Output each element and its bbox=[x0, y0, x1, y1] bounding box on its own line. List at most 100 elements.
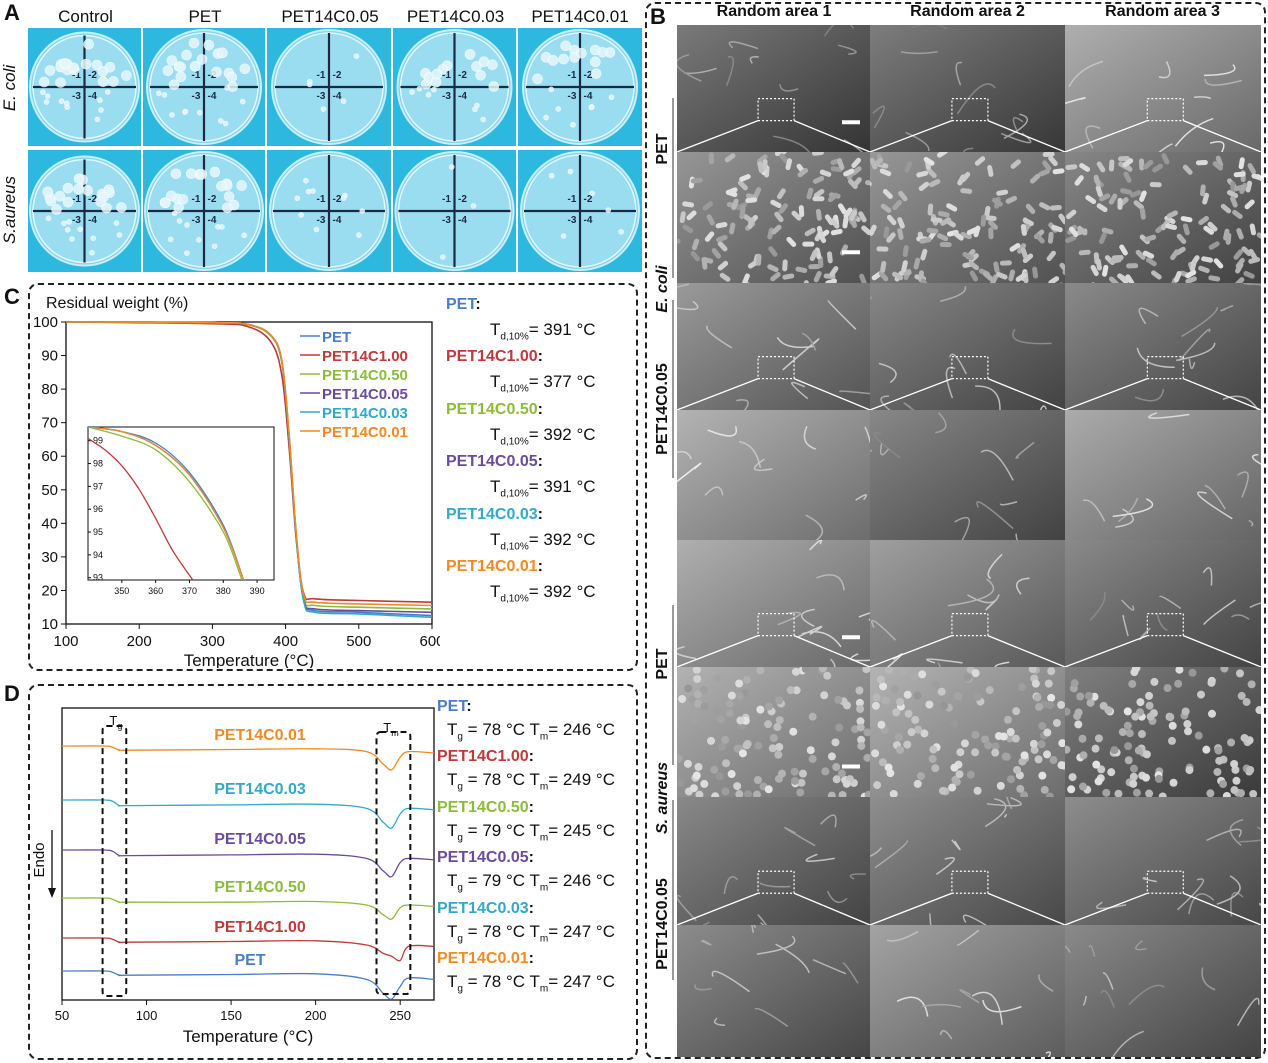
zoom-region-box bbox=[1146, 870, 1184, 894]
surface-texture bbox=[773, 135, 811, 152]
bacterium bbox=[1011, 734, 1020, 743]
bacterium bbox=[892, 708, 901, 717]
bacterium bbox=[1058, 739, 1065, 748]
sem-micrograph bbox=[677, 797, 870, 925]
sem-micrograph bbox=[1065, 925, 1261, 1057]
bacterium bbox=[1222, 791, 1231, 797]
surface-texture bbox=[711, 970, 750, 993]
colony bbox=[320, 106, 327, 112]
bacterium bbox=[1149, 182, 1162, 188]
sem-background bbox=[677, 667, 870, 797]
tga-result-entry: PET14C0.05: Td,10%= 391 °C bbox=[446, 453, 632, 499]
colony bbox=[216, 180, 227, 192]
bacterium bbox=[691, 238, 700, 251]
bacterium bbox=[897, 228, 904, 240]
bacterium bbox=[1005, 734, 1014, 743]
tga-result-entry: PET14C0.01: Td,10%= 392 °C bbox=[446, 558, 632, 604]
petri-dish-graphic: -1 -2 -3 -4 bbox=[396, 29, 513, 145]
bacterium bbox=[1215, 756, 1224, 765]
bacterium bbox=[1074, 708, 1083, 717]
bacterium bbox=[842, 216, 849, 229]
zoom-guide-line bbox=[987, 120, 1065, 152]
bacterium bbox=[819, 169, 832, 177]
bacterium bbox=[764, 785, 773, 794]
surface-texture bbox=[820, 814, 837, 828]
surface-texture bbox=[980, 449, 1014, 481]
surface-texture bbox=[1038, 974, 1054, 992]
bacterium bbox=[821, 767, 830, 776]
surface-texture bbox=[726, 55, 735, 86]
zoom-guide-line bbox=[987, 892, 1065, 925]
dsc-result-sample: PET14C0.03: bbox=[437, 899, 534, 917]
surface-texture bbox=[947, 578, 995, 607]
surface-texture bbox=[1176, 878, 1205, 911]
tga-results: PET: Td,10%= 391 °C PET14C1.00: Td,10%= 377… bbox=[446, 296, 632, 610]
bacterium bbox=[987, 165, 994, 177]
colony bbox=[161, 92, 168, 98]
bacterium bbox=[688, 695, 697, 704]
sem-micrograph bbox=[677, 925, 870, 1057]
surface-texture bbox=[753, 458, 773, 472]
bacterium bbox=[1139, 158, 1145, 171]
surface-texture bbox=[677, 451, 692, 460]
bacterium bbox=[919, 237, 932, 244]
bacterium bbox=[1129, 779, 1138, 788]
bacterium bbox=[689, 784, 698, 793]
bacterium bbox=[679, 211, 686, 224]
panel-b-group-divider bbox=[672, 605, 674, 765]
bacterium bbox=[782, 259, 788, 272]
surface-texture bbox=[739, 440, 762, 468]
surface-texture bbox=[1203, 599, 1236, 626]
colony bbox=[555, 106, 562, 112]
sem-background bbox=[1065, 152, 1261, 283]
surface-texture bbox=[677, 894, 697, 922]
petri-dish: -1 -2 -3 -4 bbox=[393, 150, 516, 272]
legend-label: PET bbox=[322, 329, 351, 346]
surface-texture bbox=[971, 991, 1003, 1025]
sem-micrograph bbox=[870, 925, 1065, 1057]
bacterium bbox=[1175, 667, 1184, 674]
bacterium bbox=[1152, 163, 1164, 173]
petri-dish-graphic: -1 -2 -3 -4 bbox=[29, 155, 140, 267]
dsc-result-entry: PET14C0.01: Tg = 78 °C Tm= 247 °C bbox=[437, 950, 637, 994]
colony bbox=[239, 63, 251, 75]
bacterium bbox=[1028, 667, 1037, 674]
panel-b-frame bbox=[645, 2, 1266, 1059]
surface-texture bbox=[1231, 614, 1250, 620]
bacterium bbox=[791, 210, 802, 221]
bacterium bbox=[1248, 257, 1261, 264]
surface-texture bbox=[1142, 876, 1157, 883]
colony bbox=[98, 191, 109, 203]
surface-texture bbox=[842, 962, 859, 984]
surface-texture bbox=[677, 283, 690, 288]
colony bbox=[567, 168, 574, 175]
bacterium bbox=[690, 177, 703, 184]
bacterium bbox=[1119, 244, 1128, 256]
bacterium bbox=[754, 741, 763, 750]
bacterium bbox=[1247, 163, 1256, 175]
surface-texture bbox=[937, 662, 942, 667]
bacterium bbox=[996, 189, 1009, 196]
colony bbox=[38, 76, 50, 88]
bacterium bbox=[700, 702, 709, 711]
bacterium bbox=[1057, 700, 1065, 709]
bacterium bbox=[1168, 721, 1177, 730]
surface-texture bbox=[870, 847, 883, 857]
series-line bbox=[65, 321, 433, 607]
bacterium bbox=[1142, 159, 1154, 170]
zoom-guide-line bbox=[1183, 378, 1261, 410]
bacterium bbox=[1185, 766, 1194, 775]
bacterium bbox=[971, 748, 980, 757]
bacterium bbox=[745, 197, 758, 204]
bacterium bbox=[896, 745, 905, 754]
bacterium bbox=[993, 261, 1000, 274]
surface-texture bbox=[1045, 1051, 1051, 1057]
bacterium bbox=[861, 225, 870, 236]
bacterium bbox=[904, 161, 913, 173]
panel-a-col-title: PET14C0.05 bbox=[281, 7, 379, 26]
bacterium bbox=[1124, 756, 1133, 765]
surface-texture bbox=[757, 914, 767, 925]
bacterium bbox=[724, 153, 736, 163]
bacterium bbox=[1090, 264, 1099, 277]
bacterium bbox=[1049, 756, 1058, 765]
